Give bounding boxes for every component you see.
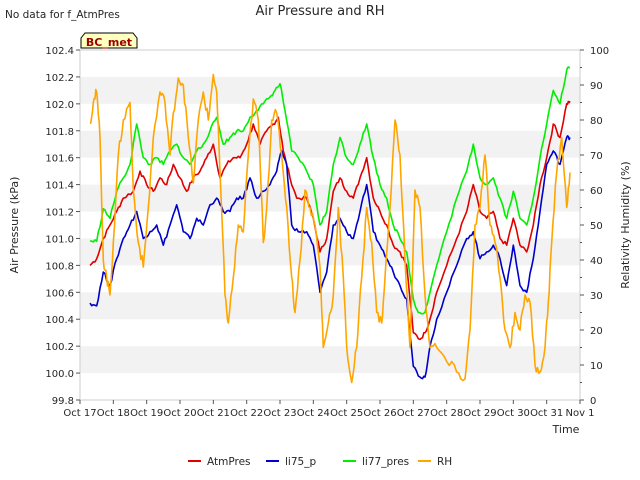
x-tick-label: Oct 17 xyxy=(63,408,96,419)
y-tick-label: 100.4 xyxy=(45,315,74,326)
grid-band xyxy=(80,76,580,104)
x-tick-label: Oct 31 xyxy=(530,408,563,419)
y-tick-label: 102.4 xyxy=(45,46,74,57)
y-tick-label: 101.6 xyxy=(45,154,74,165)
y-tick-label: 100.6 xyxy=(45,288,74,299)
x-tick-label: Oct 21 xyxy=(197,408,230,419)
series-layer xyxy=(89,66,571,384)
y-axis-label: Air Pressure (kPa) xyxy=(8,177,21,274)
x-tick-label: Oct 20 xyxy=(163,408,196,419)
x-tick-label: Oct 30 xyxy=(497,408,530,419)
chart-title: Air Pressure and RH xyxy=(255,4,384,19)
y-tick-label: 101.2 xyxy=(45,208,74,219)
y-tick-label: 101.4 xyxy=(45,181,74,192)
y2-tick-label: 70 xyxy=(590,151,603,162)
y-tick-label: 101.0 xyxy=(45,234,74,245)
y-tick-label: 100.0 xyxy=(45,369,74,380)
x-tick-label: Oct 25 xyxy=(330,408,363,419)
y-tick-label: 99.8 xyxy=(52,396,74,407)
legend: AtmPres li75_p li77_pres RH xyxy=(188,456,452,468)
x-tick-label: Oct 29 xyxy=(463,408,496,419)
legend-label-RH: RH xyxy=(437,456,452,468)
x-tick-label: Oct 28 xyxy=(430,408,463,419)
site-badge-label: BC_met xyxy=(86,36,132,49)
y2-tick-label: 40 xyxy=(590,256,603,267)
x-tick-label: Oct 22 xyxy=(230,408,263,419)
series-line-RH xyxy=(89,73,571,384)
nodata-text: No data for f_AtmPres xyxy=(5,9,120,21)
x-tick-label: Oct 18 xyxy=(97,408,130,419)
y-tick-label: 100.8 xyxy=(45,261,74,272)
site-badge: BC_met xyxy=(80,32,138,49)
y2-tick-label: 60 xyxy=(590,186,603,197)
x-tick-label: Oct 24 xyxy=(297,408,330,419)
y-tick-label: 102.0 xyxy=(45,100,74,111)
x-tick-label: Oct 27 xyxy=(397,408,430,419)
legend-label-li75_p: li75_p xyxy=(285,456,316,468)
y2-tick-label: 90 xyxy=(590,81,603,92)
y2-tick-label: 50 xyxy=(590,221,603,232)
legend-label-li77_pres: li77_pres xyxy=(362,456,409,468)
x-axis-label: Time xyxy=(552,423,580,436)
grid-band xyxy=(80,346,580,374)
y2-tick-label: 80 xyxy=(590,116,603,127)
y2-tick-label: 20 xyxy=(590,326,603,337)
site-badge-frame xyxy=(80,32,138,49)
y-tick-label: 100.2 xyxy=(45,342,74,353)
x-tick-label: Oct 23 xyxy=(263,408,296,419)
x-tick-label: Oct 19 xyxy=(130,408,163,419)
series-line-li75_p xyxy=(89,135,571,380)
grid-band xyxy=(80,130,580,158)
series-line-AtmPres xyxy=(89,100,571,341)
x-tick-label: Nov 1 xyxy=(565,408,594,419)
y2-axis-label: Relativity Humidity (%) xyxy=(619,161,632,288)
y2-tick-label: 100 xyxy=(590,46,609,57)
y2-tick-label: 0 xyxy=(590,396,596,407)
y2-tick-label: 30 xyxy=(590,291,603,302)
y2-tick-label: 10 xyxy=(590,361,603,372)
y-tick-label: 102.2 xyxy=(45,73,74,84)
x-tick-label: Oct 26 xyxy=(363,408,396,419)
axes: 99.8 100.0 100.2 100.4 100.6 100.8 101.0 101.2 1… xyxy=(45,46,609,419)
legend-label-AtmPres: AtmPres xyxy=(207,456,251,468)
y-tick-label: 101.8 xyxy=(45,127,74,138)
